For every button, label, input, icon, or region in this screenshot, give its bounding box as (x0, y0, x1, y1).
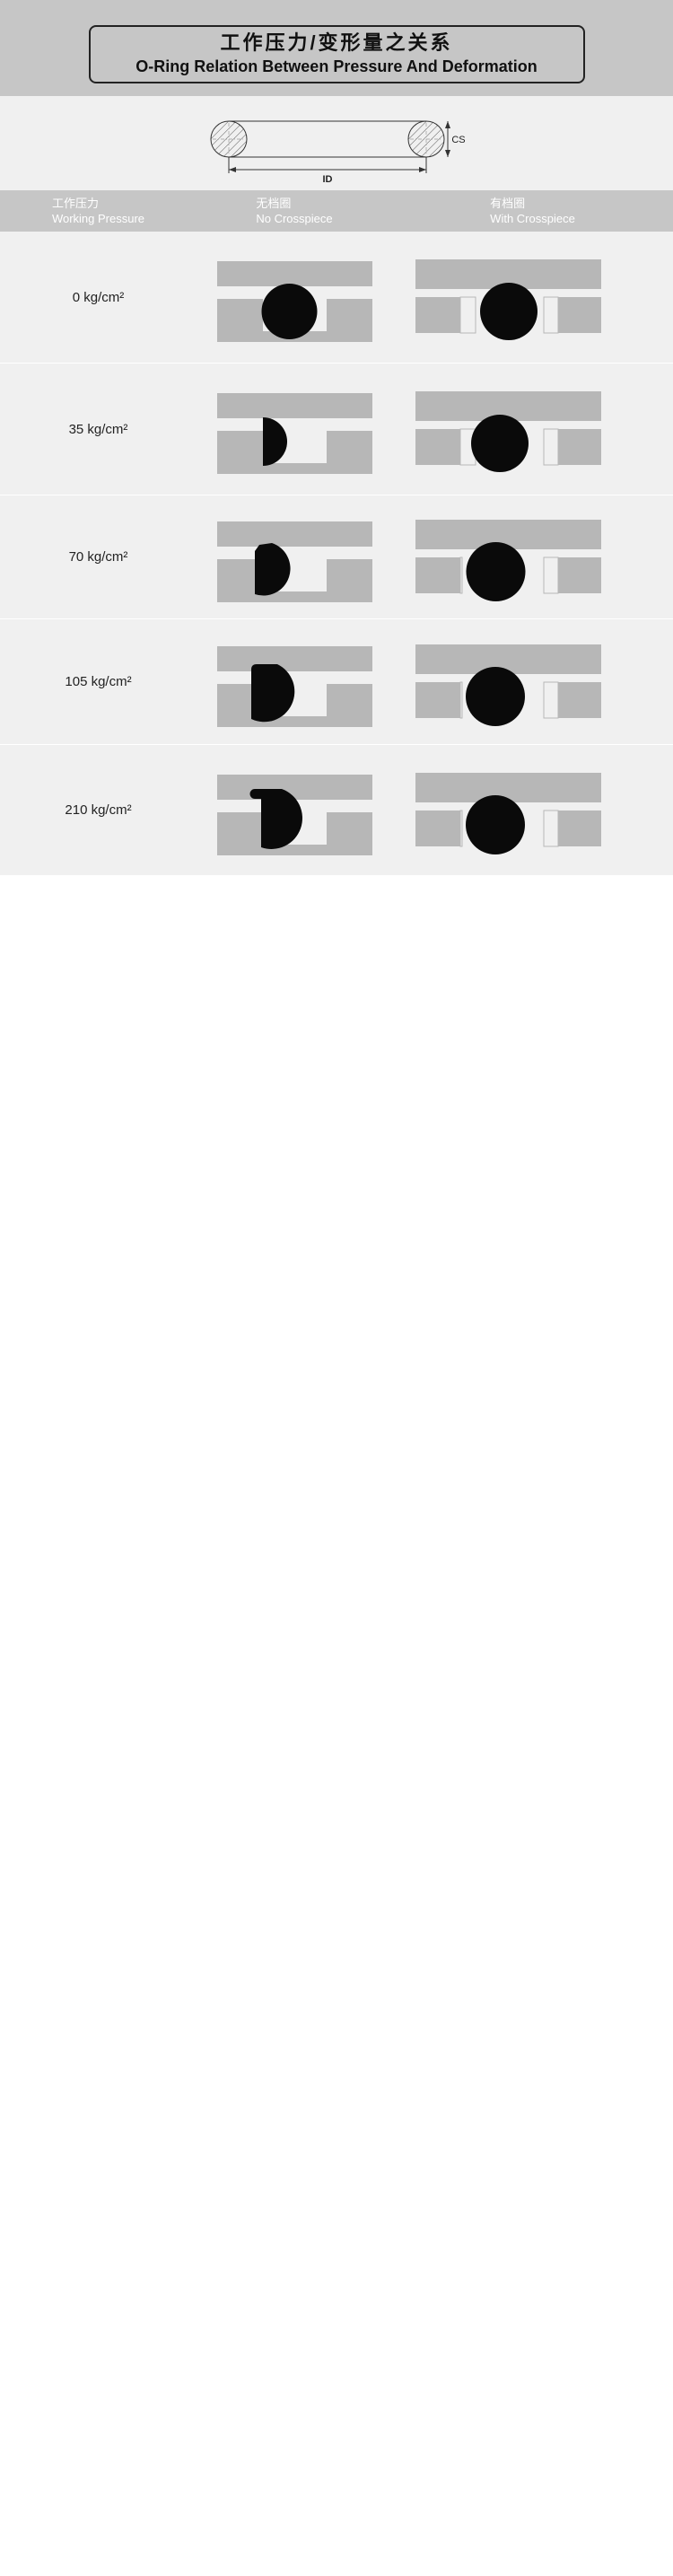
svg-text:CS: CS (451, 135, 465, 145)
svg-text:ID: ID (323, 174, 333, 184)
